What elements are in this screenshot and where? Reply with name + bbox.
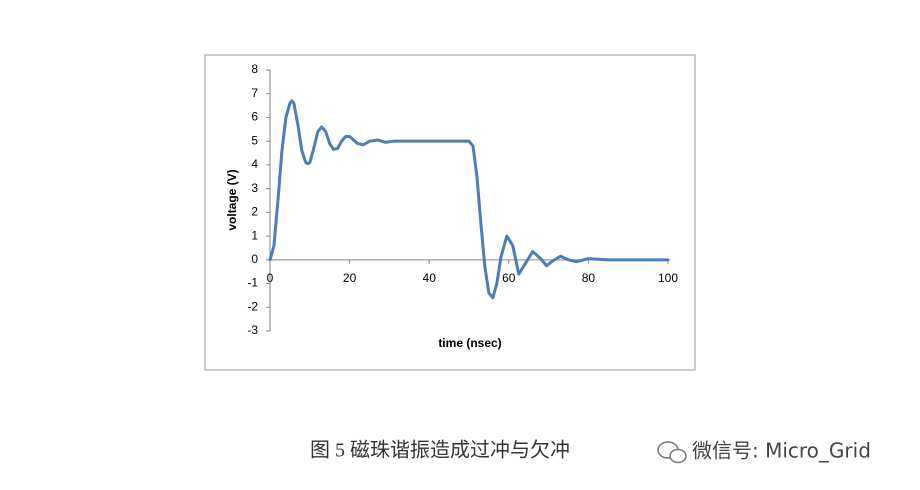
y-tick-label: 7 bbox=[251, 86, 258, 100]
y-axis-title: voltage (V) bbox=[225, 169, 239, 230]
y-tick-label: 5 bbox=[251, 133, 258, 147]
y-tick-label: 4 bbox=[251, 157, 258, 171]
y-tick-label: 0 bbox=[251, 252, 258, 266]
caption: 图 5 磁珠谐振造成过冲与欠冲 bbox=[310, 439, 570, 462]
x-tick-label: 60 bbox=[502, 271, 516, 285]
y-tick-label: 8 bbox=[251, 62, 258, 76]
y-tick-label: 2 bbox=[251, 205, 258, 219]
y-tick-label: -3 bbox=[247, 323, 258, 337]
x-tick-label: 20 bbox=[343, 271, 357, 285]
data-line bbox=[268, 99, 670, 300]
y-tick-label: -1 bbox=[247, 276, 258, 290]
x-tick-label: 80 bbox=[582, 271, 596, 285]
chart-frame bbox=[204, 54, 696, 371]
y-tick-label: 1 bbox=[251, 228, 258, 242]
watermark: 微信号: Micro_Grid bbox=[692, 439, 871, 463]
wechat-icon bbox=[657, 441, 687, 464]
x-tick-label: 40 bbox=[423, 271, 437, 285]
y-tick-label: -2 bbox=[247, 299, 258, 313]
y-tick-label: 6 bbox=[251, 110, 258, 124]
x-axis-title: time (nsec) bbox=[438, 336, 501, 350]
x-tick-label: 100 bbox=[658, 271, 678, 285]
x-tick-label: 0 bbox=[267, 271, 274, 285]
y-tick-label: 3 bbox=[251, 181, 258, 195]
